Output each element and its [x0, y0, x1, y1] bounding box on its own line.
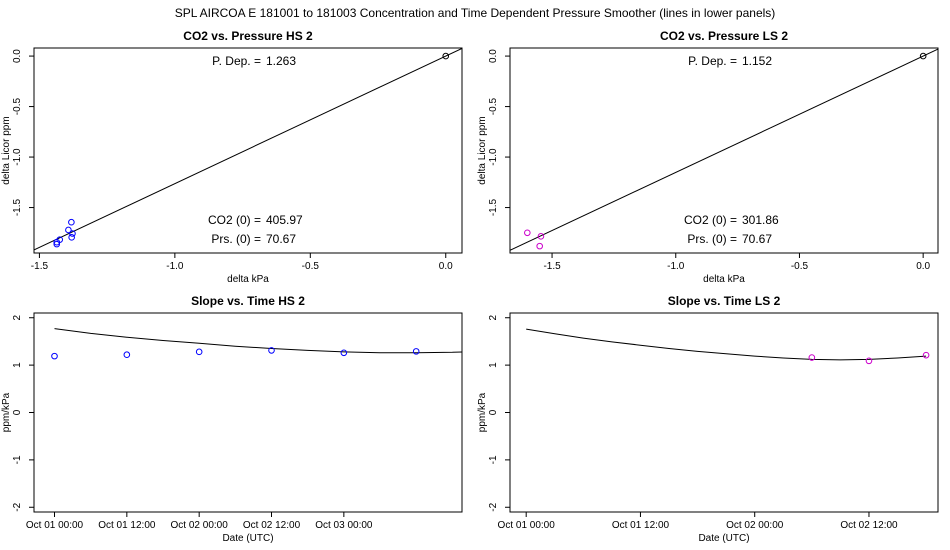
y-tick-label: 2 — [488, 315, 499, 321]
data-layer — [51, 328, 492, 360]
y-tick-label: -1 — [488, 455, 499, 464]
y-tick-label: -1.5 — [12, 199, 23, 217]
x-tick-label: Oct 01 12:00 — [612, 520, 670, 531]
data-point — [865, 357, 873, 365]
y-tick-label: -2 — [12, 502, 23, 511]
data-point — [68, 234, 75, 241]
data-layer — [510, 48, 938, 251]
data-point — [486, 349, 492, 355]
panel-title: CO2 vs. Pressure LS 2 — [660, 29, 788, 43]
x-tick-label: -1.5 — [543, 261, 561, 272]
x-tick-label: Oct 02 00:00 — [171, 520, 229, 531]
y-tick-label: 0 — [488, 409, 499, 415]
annotation-label: CO2 (0) = — [684, 213, 737, 227]
y-tick-label: 1 — [12, 362, 23, 368]
x-tick-label: Oct 02 00:00 — [726, 520, 784, 531]
y-axis-label: delta Licor ppm — [477, 116, 488, 184]
y-tick-label: -1.0 — [488, 148, 499, 166]
panel-title: Slope vs. Time HS 2 — [191, 294, 305, 308]
plot-frame — [509, 47, 939, 254]
plot-frame — [509, 312, 939, 513]
y-tick-label: -1.5 — [488, 199, 499, 217]
annotation-value: 70.67 — [266, 232, 296, 246]
annotation-label: P. Dep. = — [212, 54, 261, 68]
x-axis-label: delta kPa — [703, 274, 745, 285]
data-point — [537, 233, 545, 240]
panel-slope-vs-time-hs: Slope vs. Time HS 2 Oct 01 00:00 Oct 01 12… — [1, 294, 492, 544]
x-tick-label: Oct 02 12:00 — [840, 520, 898, 531]
x-tick-label: 0.0 — [439, 261, 453, 272]
panel-title: CO2 vs. Pressure HS 2 — [183, 29, 313, 43]
x-axis-label: delta kPa — [227, 274, 269, 285]
y-tick-label: 0.0 — [12, 49, 23, 63]
data-point — [195, 348, 203, 356]
y-tick-label: -1.0 — [12, 148, 23, 166]
x-tick-label: -1.5 — [31, 261, 49, 272]
panel-slope-vs-time-ls: Slope vs. Time LS 2 Oct 01 00:00 Oct 01 12… — [477, 294, 939, 544]
annotation-label: Prs. (0) = — [211, 232, 261, 246]
annotation-value: 1.263 — [266, 54, 296, 68]
data-point — [412, 348, 420, 355]
y-tick-label: 2 — [12, 315, 23, 321]
panel-title: Slope vs. Time LS 2 — [668, 294, 781, 308]
x-tick-label: Oct 01 00:00 — [498, 520, 556, 531]
data-point — [123, 351, 131, 358]
figure-title: SPL AIRCOA E 181001 to 181003 Concentrat… — [175, 6, 776, 20]
x-tick-label: Oct 01 12:00 — [98, 520, 156, 531]
panel-co2-vs-pressure-ls: CO2 vs. Pressure LS 2 -1.5 -1.0 -0.5 0.0 0.0 -… — [477, 29, 939, 285]
annotation-value: 405.97 — [266, 213, 303, 227]
data-point — [51, 352, 58, 360]
x-tick-label: Oct 01 00:00 — [26, 520, 84, 531]
data-point — [536, 242, 543, 250]
data-point — [68, 218, 75, 226]
y-tick-label: -1 — [12, 455, 23, 464]
data-point — [69, 230, 76, 237]
data-point — [919, 52, 927, 60]
x-tick-label: -0.5 — [302, 261, 320, 272]
annotation-value: 70.67 — [742, 232, 772, 246]
y-tick-label: -0.5 — [12, 98, 23, 116]
x-tick-label: -1.0 — [166, 261, 184, 272]
data-point — [808, 354, 816, 361]
annotation-label: CO2 (0) = — [208, 213, 261, 227]
annotation-value: 301.86 — [742, 213, 779, 227]
data-point — [524, 229, 531, 237]
x-tick-label: Oct 02 12:00 — [243, 520, 301, 531]
regression-line — [34, 48, 462, 251]
annotation-value: 1.152 — [742, 54, 772, 68]
y-tick-label: -0.5 — [488, 98, 499, 116]
data-layer — [526, 328, 930, 365]
y-axis-label: delta Licor ppm — [1, 116, 12, 184]
y-tick-label: 0.0 — [488, 49, 499, 63]
data-point — [340, 349, 348, 357]
y-tick-label: -2 — [488, 502, 499, 511]
plot-frame — [33, 47, 463, 254]
annotation-label: P. Dep. = — [688, 54, 737, 68]
annotation-label: Prs. (0) = — [687, 232, 737, 246]
x-axis-label: Date (UTC) — [698, 533, 749, 544]
smoother-line — [54, 328, 462, 354]
data-point — [922, 351, 930, 359]
panel-co2-vs-pressure-hs: CO2 vs. Pressure HS 2 -1.5 -1.0 -0.5 0.0 0.0 -… — [1, 29, 463, 285]
data-point — [442, 52, 450, 60]
y-axis-label: ppm/kPa — [1, 392, 12, 432]
plot-frame — [33, 312, 463, 513]
x-axis-label: Date (UTC) — [222, 533, 273, 544]
x-tick-label: 0.0 — [916, 261, 930, 272]
smoother-line — [526, 328, 927, 361]
regression-line — [510, 48, 938, 251]
data-layer — [34, 48, 462, 251]
x-tick-label: Oct 03 00:00 — [315, 520, 373, 531]
data-point — [53, 238, 61, 246]
data-point — [53, 240, 61, 248]
x-tick-label: -0.5 — [791, 261, 809, 272]
data-point — [65, 226, 72, 234]
y-tick-label: 1 — [488, 362, 499, 368]
y-tick-label: 0 — [12, 409, 23, 415]
y-axis-label: ppm/kPa — [477, 392, 488, 432]
data-point — [268, 347, 275, 354]
x-tick-label: -1.0 — [667, 261, 685, 272]
